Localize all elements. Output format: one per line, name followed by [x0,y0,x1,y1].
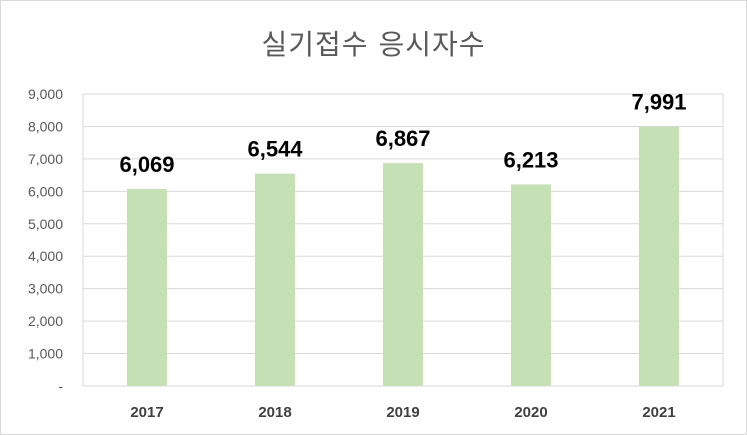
y-tick-label: 9,000 [28,86,63,102]
y-tick-label: 3,000 [28,281,63,297]
x-tick-label: 2019 [386,404,419,421]
x-tick-label: 2020 [514,404,547,421]
y-tick-label: 5,000 [28,216,63,232]
bar-2021 [639,126,679,386]
x-tick-label: 2021 [642,404,675,421]
y-tick-label: 7,000 [28,151,63,167]
data-label: 6,069 [119,152,174,177]
y-tick-label: 6,000 [28,183,63,199]
data-label: 6,544 [247,137,303,162]
x-axis-ticks: 2017 2018 2019 2020 2021 [130,404,675,421]
data-label: 7,991 [631,90,686,115]
y-tick-label: - [58,378,63,394]
y-tick-label: 4,000 [28,248,63,264]
chart-title: 실기접수 응시자수 [261,28,486,61]
y-tick-label: 1,000 [28,346,63,362]
bar-2017 [127,189,167,386]
y-tick-label: 2,000 [28,313,63,329]
data-label: 6,867 [375,126,430,151]
data-label: 6,213 [503,147,558,172]
bar-2018 [255,173,295,386]
y-tick-label: 8,000 [28,118,63,134]
bar-2020 [511,184,551,386]
bars [127,126,679,386]
x-tick-label: 2017 [130,404,163,421]
bar-2019 [383,163,423,386]
data-labels: 6,069 6,544 6,867 6,213 7,991 [119,90,686,177]
x-tick-label: 2018 [258,404,291,421]
y-axis-ticks: - 1,000 2,000 3,000 4,000 5,000 6,000 7,000 8,00… [28,86,63,394]
